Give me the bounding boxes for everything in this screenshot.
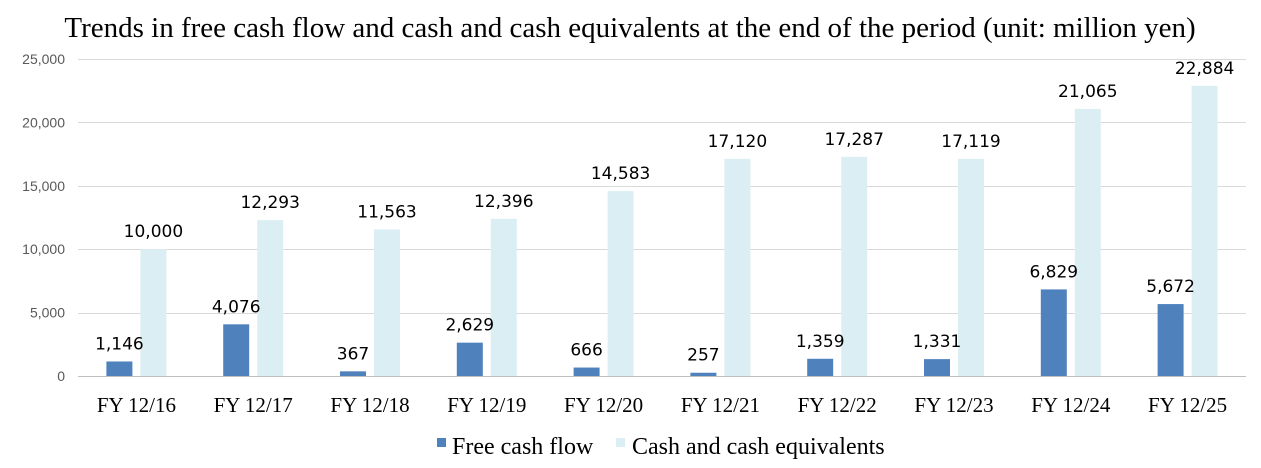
data-label: 1,146 (95, 334, 144, 354)
free-cash-flow-bar (573, 367, 600, 376)
cash-equivalents-bar (958, 158, 984, 376)
legend-swatch-cash-equivalents (616, 438, 625, 447)
x-axis-ticks: FY 12/16 FY 12/17 FY 12/18 FY 12/19 FY 12/20… (97, 393, 1227, 417)
legend-label: Cash and cash equivalents (632, 434, 885, 460)
data-label: 17,120 (708, 132, 767, 152)
data-label: 5,672 (1146, 277, 1195, 297)
cash-equivalents-bar (140, 249, 167, 376)
legend-label: Free cash flow (452, 434, 594, 460)
free-cash-flow-bar (106, 361, 133, 376)
x-tick-label: FY 12/18 (330, 393, 409, 417)
x-tick-label: FY 12/24 (1031, 393, 1111, 417)
data-label: 1,331 (913, 332, 962, 352)
free-cash-flow-bar (1157, 304, 1184, 376)
free-cash-flow-bar (807, 358, 834, 376)
bars (106, 85, 1218, 377)
y-axis-ticks: 0 5,000 10,000 15,000 20,000 25,000 (22, 51, 65, 384)
chart-title: Trends in free cash flow and cash and ca… (64, 12, 1195, 44)
x-tick-label: FY 12/19 (447, 393, 526, 417)
data-label: 6,829 (1029, 262, 1078, 282)
free-cash-flow-bar (340, 371, 366, 376)
y-tick-label: 20,000 (22, 114, 65, 130)
data-label: 4,076 (212, 297, 261, 317)
legend: Free cash flow Cash and cash equivalents (437, 434, 885, 460)
x-tick-label: FY 12/22 (798, 393, 877, 417)
cash-equivalents-bar (724, 158, 751, 376)
data-label: 1,359 (796, 332, 845, 352)
data-label: 12,396 (474, 192, 533, 212)
data-label: 666 (570, 341, 602, 361)
free-cash-flow-bar (223, 324, 250, 376)
y-tick-label: 25,000 (22, 51, 65, 67)
legend-swatch-free-cash-flow (437, 438, 446, 447)
y-tick-label: 5,000 (30, 305, 65, 321)
data-label: 10,000 (124, 222, 183, 242)
cash-equivalents-bar (1191, 85, 1218, 377)
x-tick-label: FY 12/20 (564, 393, 643, 417)
y-tick-label: 15,000 (22, 178, 65, 194)
free-cash-flow-bar (924, 359, 950, 376)
data-label: 12,293 (240, 193, 299, 213)
data-label: 367 (337, 344, 369, 364)
cash-equivalents-bar (1074, 108, 1101, 376)
data-label: 257 (687, 346, 719, 366)
data-label: 22,884 (1175, 59, 1234, 79)
y-tick-label: 0 (57, 368, 65, 384)
cash-equivalents-bar (257, 220, 284, 376)
cash-equivalents-bar (490, 218, 517, 376)
free-cash-flow-bar (1040, 289, 1067, 376)
data-labels: 1,146 10,000 4,076 12,293 367 11,563 2,629 12,3… (95, 59, 1234, 366)
cash-equivalents-bar (841, 156, 868, 376)
cash-equivalents-bar (374, 229, 400, 376)
y-tick-label: 10,000 (22, 241, 65, 257)
data-label: 11,563 (357, 202, 416, 222)
cash-equivalents-bar (607, 191, 634, 376)
gridlines (78, 59, 1246, 377)
free-cash-flow-bar (456, 342, 483, 376)
free-cash-flow-bar (690, 372, 717, 376)
data-label: 17,119 (941, 132, 1000, 152)
x-tick-label: FY 12/16 (97, 393, 176, 417)
data-label: 21,065 (1058, 82, 1117, 102)
x-tick-label: FY 12/21 (681, 393, 760, 417)
x-tick-label: FY 12/17 (214, 393, 293, 417)
data-label: 14,583 (591, 164, 650, 184)
x-tick-label: FY 12/23 (914, 393, 993, 417)
data-label: 17,287 (824, 130, 883, 150)
x-tick-label: FY 12/25 (1148, 393, 1227, 417)
data-label: 2,629 (445, 316, 494, 336)
